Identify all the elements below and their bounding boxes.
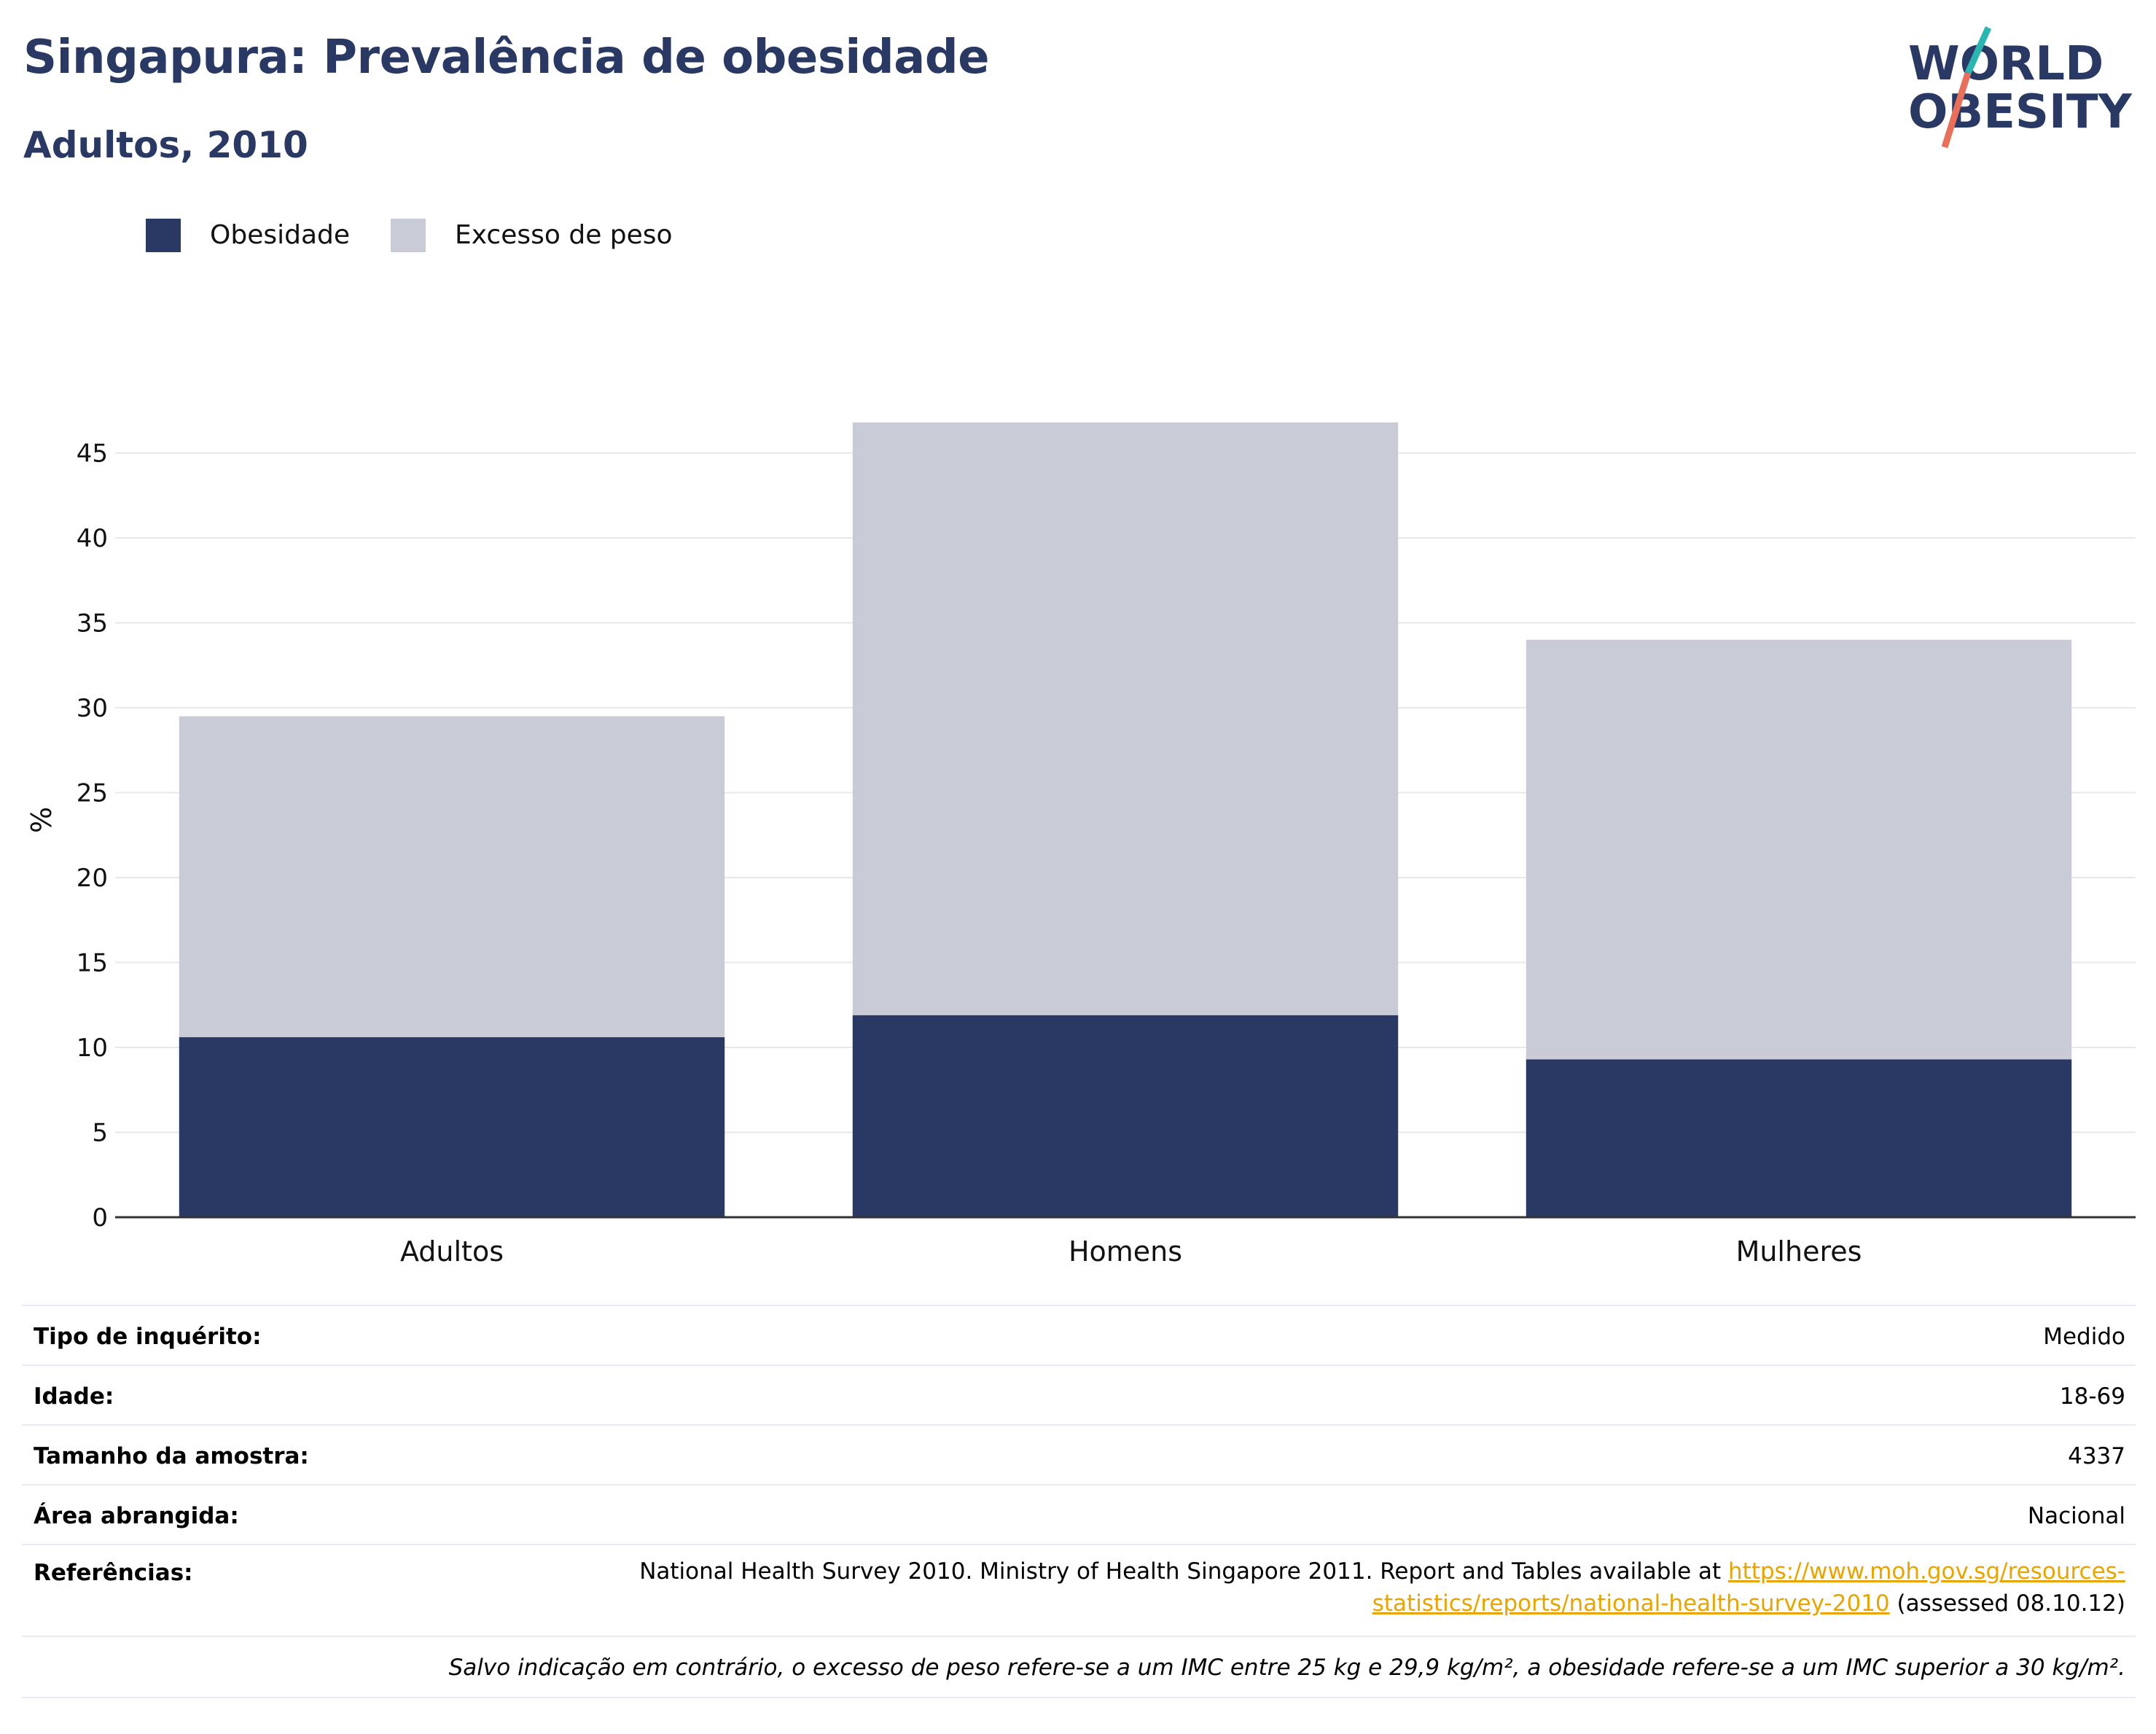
y-tick-label: 10 [77, 1034, 108, 1063]
y-tick-label: 5 [92, 1119, 108, 1148]
info-row-age: Idade: 18-69 [22, 1364, 2136, 1424]
legend-label-obesity: Obesidade [210, 220, 351, 250]
references-text: National Health Survey 2010. Ministry of… [639, 1558, 1729, 1585]
info-value: Medido [2043, 1324, 2125, 1350]
logo-slash-icon [1941, 26, 1992, 149]
info-row-references: Referências: National Health Survey 2010… [22, 1544, 2136, 1636]
logo-line-1: WORLD [1908, 37, 2104, 91]
bar-obesity-mulheres [1526, 1059, 2072, 1217]
bar-overweight-homens [852, 422, 1399, 1015]
references-link-part-1[interactable]: https://www.moh.gov.sg/resources- [1728, 1558, 2125, 1585]
definition-note: Salvo indicação em contrário, o excesso … [448, 1655, 2125, 1681]
page-title: Singapura: Prevalência de obesidade [23, 31, 990, 85]
y-tick-label: 35 [77, 609, 108, 638]
y-axis-label: % [26, 807, 58, 833]
info-row-sample-size: Tamanho da amostra: 4337 [22, 1424, 2136, 1484]
bar-obesity-adultos [179, 1037, 725, 1217]
x-tick-label: Homens [1069, 1235, 1182, 1268]
y-tick-label: 15 [77, 949, 108, 978]
bar-overweight-mulheres [1526, 639, 2072, 1060]
references-accessed: (assessed 08.10.12) [1889, 1590, 2125, 1617]
info-value: Nacional [2027, 1503, 2125, 1529]
y-tick-label: 25 [77, 779, 108, 808]
info-row-area: Área abrangida: Nacional [22, 1484, 2136, 1544]
y-tick-label: 30 [77, 694, 108, 723]
bar-chart: 0 5 10 15 20 25 30 35 40 45% Adultos Homens Mulheres [26, 422, 2136, 1268]
y-tick-label: 20 [77, 864, 108, 893]
legend-swatch-obesity [146, 219, 181, 252]
logo-line-2: OBESITY [1908, 85, 2132, 139]
bar-obesity-homens [852, 1015, 1399, 1217]
info-value: 18-69 [2059, 1383, 2125, 1410]
world-obesity-logo: WORLD OBESITY [1902, 22, 2143, 153]
bar-overweight-adultos [179, 716, 725, 1038]
info-value: 4337 [2068, 1443, 2125, 1469]
legend-label-overweight: Excesso de peso [455, 220, 673, 250]
references-link-part-2[interactable]: statistics/reports/national-health-surve… [1372, 1590, 1890, 1617]
info-label: Área abrangida: [34, 1503, 239, 1529]
info-label: Idade: [34, 1383, 114, 1410]
y-tick-label: 0 [92, 1203, 108, 1233]
x-tick-label: Mulheres [1736, 1235, 1862, 1268]
info-label: Tipo de inquérito: [34, 1324, 262, 1350]
page-subtitle: Adultos, 2010 [23, 124, 308, 166]
info-label: Referências: [34, 1560, 193, 1586]
references-value: National Health Survey 2010. Ministry of… [522, 1555, 2125, 1620]
x-tick-label: Adultos [400, 1235, 504, 1268]
info-row-survey-type: Tipo de inquérito: Medido [22, 1305, 2136, 1364]
info-row-note: Salvo indicação em contrário, o excesso … [22, 1636, 2136, 1698]
legend-swatch-overweight [391, 219, 426, 252]
info-label: Tamanho da amostra: [34, 1443, 309, 1469]
y-tick-label: 40 [77, 524, 108, 553]
y-tick-label: 45 [77, 440, 108, 469]
